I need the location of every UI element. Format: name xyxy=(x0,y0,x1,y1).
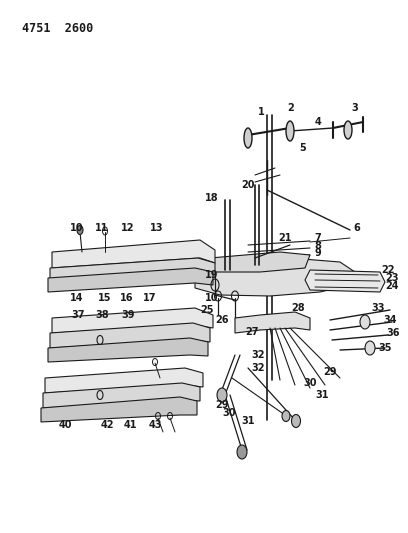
Ellipse shape xyxy=(360,315,370,329)
Text: 12: 12 xyxy=(121,223,135,233)
Text: 10: 10 xyxy=(205,293,219,303)
Text: 36: 36 xyxy=(386,328,400,338)
Ellipse shape xyxy=(286,121,294,141)
Text: 40: 40 xyxy=(58,420,72,430)
Ellipse shape xyxy=(344,121,352,139)
Text: 21: 21 xyxy=(278,233,292,243)
Text: 31: 31 xyxy=(315,390,329,400)
Ellipse shape xyxy=(237,445,247,459)
Ellipse shape xyxy=(244,128,252,148)
Text: 24: 24 xyxy=(385,281,399,291)
Text: 13: 13 xyxy=(150,223,164,233)
Text: 5: 5 xyxy=(299,143,306,153)
Text: 30: 30 xyxy=(303,378,317,388)
Text: 23: 23 xyxy=(385,273,399,283)
Polygon shape xyxy=(48,268,213,292)
Text: 37: 37 xyxy=(71,310,85,320)
Text: 7: 7 xyxy=(315,233,322,243)
Text: 35: 35 xyxy=(378,343,392,353)
Polygon shape xyxy=(50,323,210,348)
Text: 6: 6 xyxy=(354,223,360,233)
Polygon shape xyxy=(45,368,203,393)
Text: 43: 43 xyxy=(148,420,162,430)
Polygon shape xyxy=(195,258,355,296)
Text: 26: 26 xyxy=(215,315,229,325)
Polygon shape xyxy=(48,338,208,362)
Ellipse shape xyxy=(77,225,83,235)
Text: 34: 34 xyxy=(383,315,397,325)
Text: 42: 42 xyxy=(100,420,114,430)
Ellipse shape xyxy=(365,341,375,355)
Text: 17: 17 xyxy=(143,293,157,303)
Text: 4751  2600: 4751 2600 xyxy=(22,21,93,35)
Text: 33: 33 xyxy=(371,303,385,313)
Text: 22: 22 xyxy=(381,265,395,275)
Text: 3: 3 xyxy=(352,103,358,113)
Text: 29: 29 xyxy=(323,367,337,377)
Text: 10: 10 xyxy=(70,223,84,233)
Text: 30: 30 xyxy=(222,408,236,418)
Text: 11: 11 xyxy=(95,223,109,233)
Text: 32: 32 xyxy=(251,363,265,373)
Text: 39: 39 xyxy=(121,310,135,320)
Ellipse shape xyxy=(282,410,290,422)
Ellipse shape xyxy=(217,388,227,402)
Text: 28: 28 xyxy=(291,303,305,313)
Text: 38: 38 xyxy=(95,310,109,320)
Text: 29: 29 xyxy=(215,400,229,410)
Text: 8: 8 xyxy=(315,241,322,251)
Polygon shape xyxy=(52,240,215,268)
Text: 18: 18 xyxy=(205,193,219,203)
Text: 9: 9 xyxy=(315,248,322,258)
Text: 32: 32 xyxy=(251,350,265,360)
Text: 2: 2 xyxy=(288,103,295,113)
Polygon shape xyxy=(43,383,200,408)
Text: 4: 4 xyxy=(315,117,322,127)
Text: 14: 14 xyxy=(70,293,84,303)
Polygon shape xyxy=(235,312,310,333)
Polygon shape xyxy=(210,252,310,272)
Text: 25: 25 xyxy=(200,305,214,315)
Text: 27: 27 xyxy=(245,327,259,337)
Text: 20: 20 xyxy=(241,180,255,190)
Text: 1: 1 xyxy=(257,107,264,117)
Text: 15: 15 xyxy=(98,293,112,303)
Polygon shape xyxy=(52,308,213,333)
Polygon shape xyxy=(305,270,385,292)
Text: 19: 19 xyxy=(205,270,219,280)
Text: 31: 31 xyxy=(241,416,255,426)
Text: 41: 41 xyxy=(123,420,137,430)
Ellipse shape xyxy=(291,415,301,427)
Text: 16: 16 xyxy=(120,293,134,303)
Polygon shape xyxy=(50,258,215,280)
Polygon shape xyxy=(41,397,197,422)
